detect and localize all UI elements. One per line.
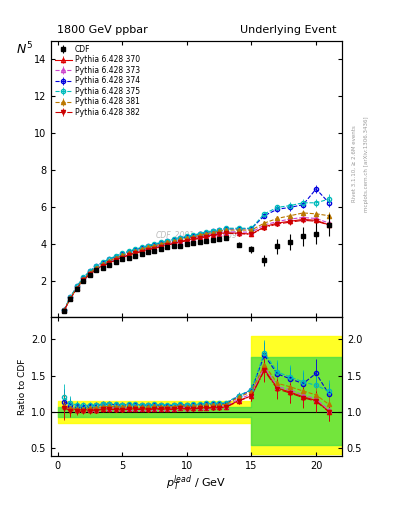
Text: Rivet 3.1.10, ≥ 2.6M events: Rivet 3.1.10, ≥ 2.6M events xyxy=(352,125,357,202)
Legend: CDF, Pythia 6.428 370, Pythia 6.428 373, Pythia 6.428 374, Pythia 6.428 375, Pyt: CDF, Pythia 6.428 370, Pythia 6.428 373,… xyxy=(53,43,141,118)
Text: CDF_2001_S4751469: CDF_2001_S4751469 xyxy=(156,230,237,239)
Text: $N^5$: $N^5$ xyxy=(17,41,33,57)
Text: 1800 GeV ppbar: 1800 GeV ppbar xyxy=(57,26,148,35)
Text: mcplots.cern.ch [arXiv:1306.3436]: mcplots.cern.ch [arXiv:1306.3436] xyxy=(364,116,369,211)
Text: Underlying Event: Underlying Event xyxy=(240,26,336,35)
X-axis label: $p_T^{lead}$ / GeV: $p_T^{lead}$ / GeV xyxy=(166,473,227,493)
Y-axis label: Ratio to CDF: Ratio to CDF xyxy=(18,358,27,415)
